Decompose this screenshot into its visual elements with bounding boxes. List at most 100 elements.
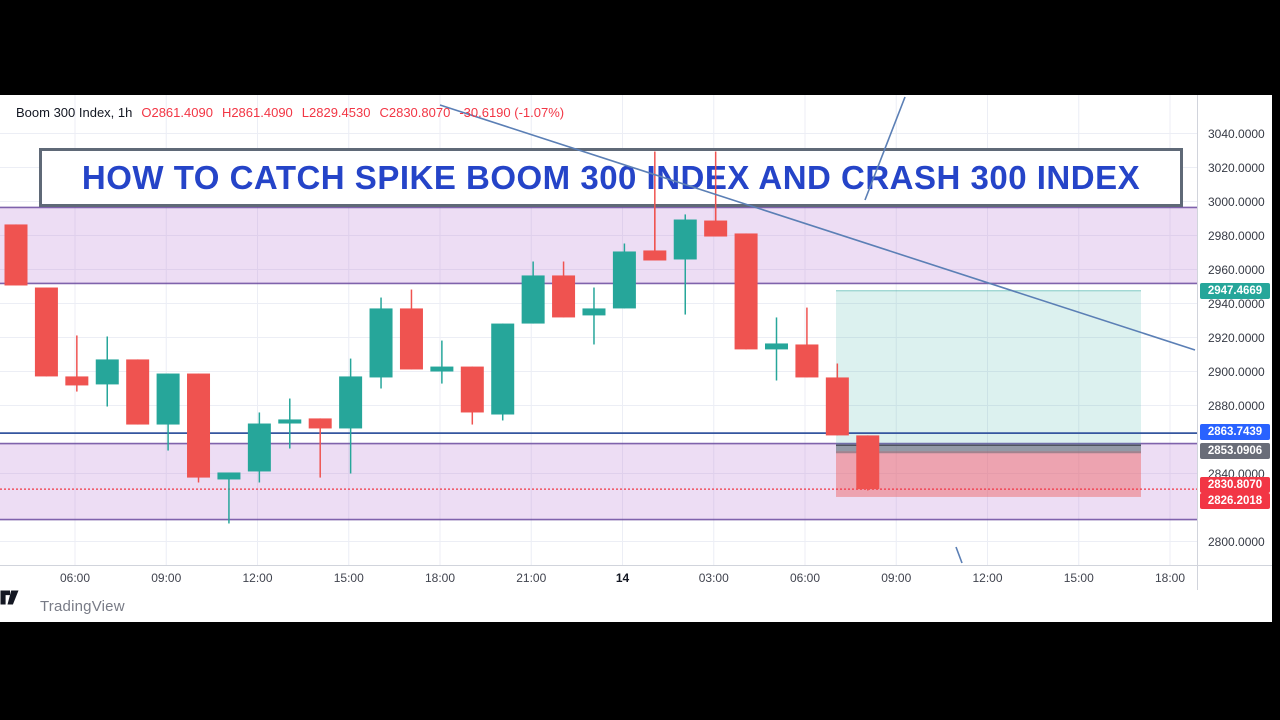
time-tick-label: 09:00 [151, 571, 182, 585]
price-tick-label: 2800.0000 [1208, 534, 1265, 549]
price-badge: 2826.2018 [1200, 492, 1270, 509]
letterbox-top [0, 0, 1280, 95]
candle[interactable] [126, 359, 150, 425]
price-tick-label: 2980.0000 [1208, 228, 1265, 243]
candle-body [95, 359, 119, 385]
candle[interactable] [247, 412, 271, 483]
price-tick-label: 2940.0000 [1208, 296, 1265, 311]
title-banner: HOW TO CATCH SPIKE BOOM 300 INDEX AND CR… [39, 148, 1183, 207]
candle-body [369, 308, 393, 378]
price-tick-label: 3020.0000 [1208, 160, 1265, 175]
letterbox-right [1272, 95, 1280, 622]
candle-body [521, 275, 545, 324]
time-tick-label: 06:00 [59, 571, 91, 585]
price-tick-label: 3040.0000 [1208, 126, 1265, 141]
tradingview-brand-text[interactable]: TradingView [40, 597, 125, 615]
letterbox-bottom [0, 622, 1280, 720]
symbol-legend[interactable]: Boom 300 Index, 1h O2861.4090 H2861.4090… [16, 105, 564, 120]
candle-body [308, 418, 332, 429]
candle[interactable] [187, 373, 211, 483]
ohlc-open: O2861.4090 [141, 105, 213, 120]
candle[interactable] [278, 398, 302, 449]
candle-body [187, 373, 211, 478]
price-tick-label: 2920.0000 [1208, 330, 1265, 345]
price-axis[interactable]: 3040.0000 3020.0000 3000.0000 2980.0000 2960… [1197, 95, 1280, 565]
candle[interactable] [582, 287, 606, 345]
time-tick-label: 06:00 [789, 571, 821, 585]
candle[interactable] [795, 307, 819, 378]
candle-body [217, 472, 241, 480]
candle-body [460, 366, 484, 413]
time-tick-label: 18:00 [424, 571, 456, 585]
candle-body [247, 423, 271, 472]
title-banner-text: HOW TO CATCH SPIKE BOOM 300 INDEX AND CR… [81, 158, 1141, 196]
candle-body [582, 308, 606, 316]
profit-zone[interactable] [836, 290, 1141, 452]
candle-body [704, 220, 728, 237]
ohlc-high: H2861.4090 [221, 105, 293, 120]
price-badge: 2830.8070 [1200, 477, 1270, 494]
price-tick-label: 3000.0000 [1208, 194, 1265, 209]
candle-body [34, 287, 58, 377]
candle-body [339, 376, 363, 429]
candle[interactable] [460, 366, 484, 425]
candle-body [612, 251, 636, 309]
candle[interactable] [308, 418, 332, 478]
time-tick-label: 12:00 [242, 571, 273, 585]
stop-zone[interactable] [836, 451, 1141, 497]
candle[interactable] [217, 472, 241, 524]
candle[interactable] [4, 224, 28, 286]
candle-body [491, 323, 515, 415]
candle-body [856, 435, 880, 490]
candle-body [278, 419, 302, 424]
time-tick-label: 21:00 [516, 571, 547, 585]
symbol-name[interactable]: Boom 300 Index, 1h [16, 105, 133, 120]
price-tick-label: 2880.0000 [1208, 398, 1265, 413]
candle-body [430, 366, 454, 372]
tradingview-window: HOW TO CATCH SPIKE BOOM 300 INDEX AND CR… [0, 95, 1280, 622]
resistance-zone[interactable] [0, 207, 1197, 284]
candle-body [65, 376, 89, 386]
candle-body [4, 224, 28, 286]
candle-body [673, 219, 697, 260]
axis-corner-separator [1197, 566, 1198, 591]
candle[interactable] [34, 287, 58, 377]
candle[interactable] [734, 233, 758, 350]
candle-body [795, 344, 819, 378]
candle[interactable] [612, 243, 636, 309]
time-tick-label: 15:00 [1063, 571, 1094, 585]
price-badge: 2863.7439 [1200, 424, 1270, 441]
price-badge: 2853.0906 [1200, 443, 1270, 460]
time-tick-label: 18:00 [1154, 571, 1186, 585]
candle-body [825, 377, 849, 436]
candle[interactable] [399, 289, 423, 370]
time-axis[interactable]: 06:00 09:00 12:00 15:00 18:00 21:00 14 03:00 06:… [0, 565, 1280, 591]
ohlc-close: C2830.8070 [379, 105, 451, 120]
candle[interactable] [339, 358, 363, 474]
candle[interactable] [156, 373, 180, 451]
ohlc-low: L2829.4530 [301, 105, 371, 120]
time-tick-label: 12:00 [972, 571, 1003, 585]
candle-body [399, 308, 423, 370]
candle[interactable] [65, 335, 89, 392]
entry-strip[interactable] [836, 445, 1141, 454]
candle-body [765, 343, 788, 350]
candle[interactable] [95, 336, 119, 407]
candle[interactable] [856, 435, 880, 491]
candle[interactable] [430, 340, 454, 384]
time-tick-label: 15:00 [333, 571, 364, 585]
candle-body [643, 250, 667, 261]
candle[interactable] [825, 363, 849, 436]
candle-body [156, 373, 180, 425]
candle-body [734, 233, 758, 350]
candle[interactable] [369, 297, 393, 389]
candle[interactable] [491, 323, 515, 421]
time-tick-label: 09:00 [881, 571, 912, 585]
price-badge: 2947.4669 [1200, 282, 1270, 299]
price-tick-label: 2900.0000 [1208, 364, 1265, 379]
change-value: -30.6190 (-1.07%) [459, 105, 565, 120]
bottom-toolbar: TradingView [0, 590, 1280, 622]
candle-body [126, 359, 150, 425]
price-tick-label: 2840.0000 [1208, 466, 1265, 481]
